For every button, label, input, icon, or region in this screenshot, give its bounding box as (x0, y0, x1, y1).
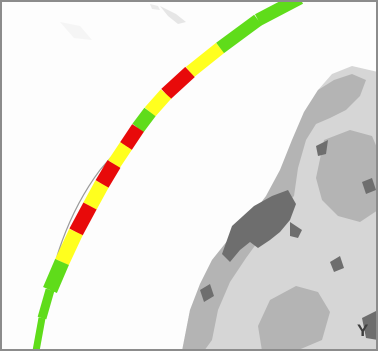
route-segment-green[interactable] (216, 14, 262, 54)
landmass (182, 66, 378, 351)
terrain-smudges (60, 4, 186, 40)
route-segment-yellow[interactable] (108, 142, 132, 168)
landmass-mid-patch-south (258, 286, 330, 351)
route-segment-red[interactable] (69, 202, 97, 236)
landmass-mid-patch (316, 130, 378, 222)
route-segment-yellow[interactable] (144, 89, 172, 117)
route-segment-green[interactable] (254, 0, 304, 26)
map-edge-label: Y (357, 321, 369, 340)
landmass-dark-region (222, 190, 296, 262)
route-segment-yellow[interactable] (185, 42, 225, 78)
route-segment-green[interactable] (43, 259, 69, 293)
landmass-dark-spot-north (316, 140, 328, 156)
route-segment-green[interactable] (37, 288, 55, 320)
colored-route[interactable] (32, 0, 304, 351)
landmass-dark-spot-west (200, 284, 214, 302)
landmass-dark-corner (362, 310, 378, 340)
route-segment-green[interactable] (32, 317, 46, 351)
route-segment-yellow[interactable] (55, 228, 83, 266)
landmass-dark-spot (330, 256, 344, 272)
route-segment-red[interactable] (161, 66, 195, 100)
landmass-dark-spot-east (362, 178, 376, 194)
route-segment-yellow[interactable] (83, 180, 109, 210)
route-segment-red[interactable] (120, 124, 144, 150)
route-segment-red[interactable] (95, 160, 121, 188)
landmass-dark-inlet (290, 222, 302, 238)
route-segment-green[interactable] (132, 107, 156, 133)
